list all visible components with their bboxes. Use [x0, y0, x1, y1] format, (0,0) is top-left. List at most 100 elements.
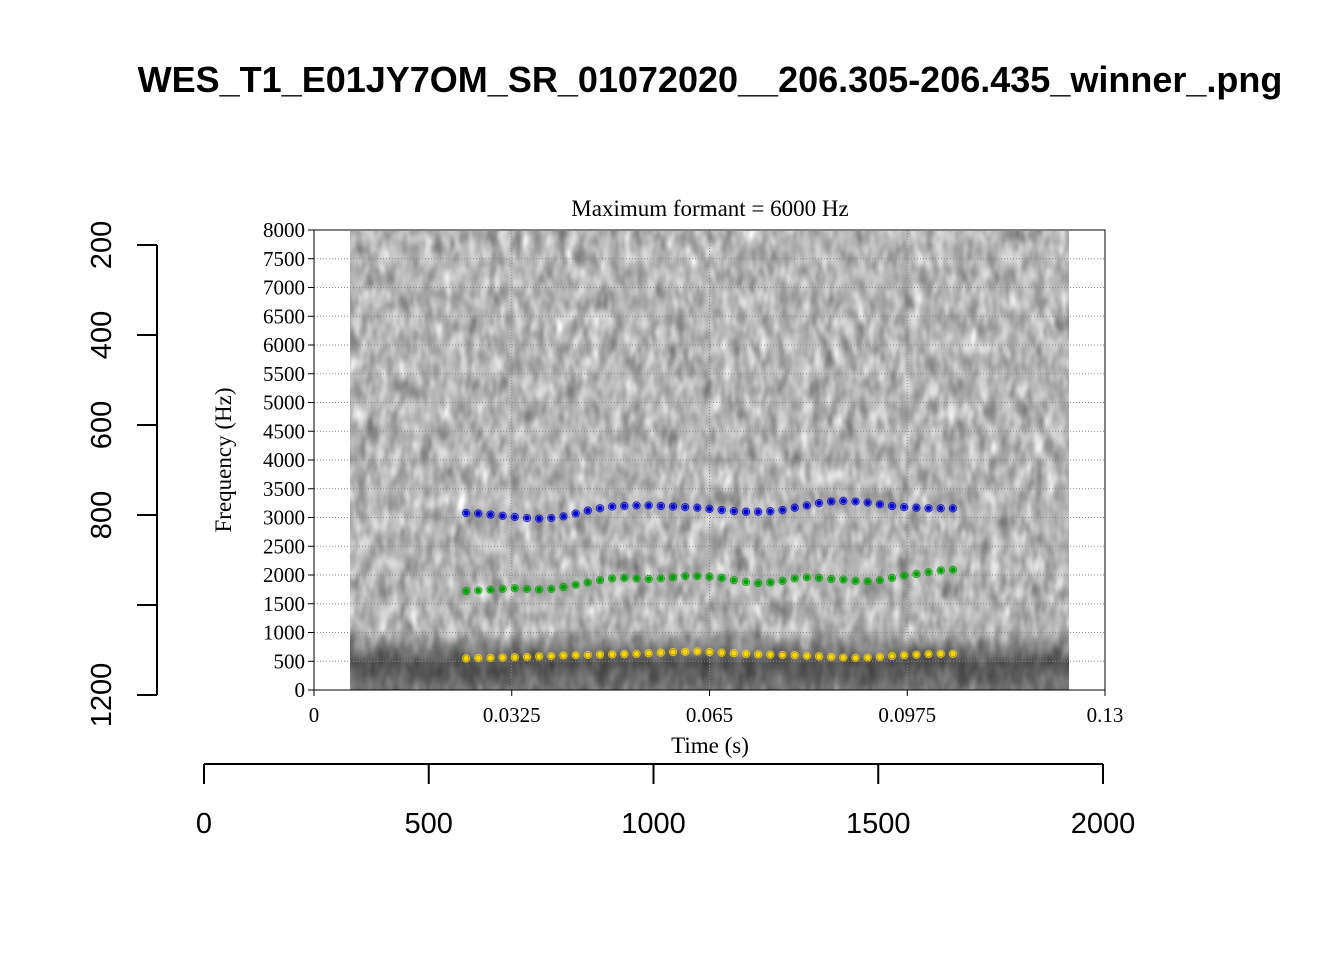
formant-point — [609, 575, 615, 582]
formant-point — [487, 587, 494, 593]
formant-point-ring — [717, 505, 726, 515]
figure-title: WES_T1_E01JY7OM_SR_01072020__206.305-206… — [138, 59, 1283, 100]
formant-point-ring — [534, 652, 544, 661]
formant-series-3 — [461, 496, 958, 523]
formant-point-ring — [693, 647, 702, 656]
formant-point — [792, 505, 798, 511]
formant-point — [792, 652, 798, 658]
formant-point — [585, 579, 591, 586]
formant-point-ring — [522, 584, 532, 594]
formant-point — [670, 574, 676, 580]
formant-point-ring — [839, 496, 848, 506]
outer-x-tick-label: 0 — [196, 808, 212, 840]
formant-point-ring — [753, 507, 763, 516]
formant-point — [500, 586, 506, 592]
x-tick-label: 0.065 — [686, 703, 733, 727]
formant-point-ring — [522, 513, 532, 523]
formant-point-ring — [778, 505, 787, 515]
formant-point — [706, 574, 713, 580]
formant-point — [500, 654, 506, 661]
y-tick-label: 0 — [295, 678, 306, 702]
y-tick-label: 4000 — [263, 448, 305, 472]
y-axis-label: Frequency (Hz) — [211, 388, 236, 533]
formant-point — [621, 503, 627, 509]
formant-point — [865, 578, 871, 584]
formant-point — [512, 514, 518, 520]
formant-point-ring — [486, 585, 495, 594]
formant-point-ring — [729, 649, 739, 658]
formant-point — [487, 655, 494, 661]
formant-point-ring — [814, 573, 824, 583]
formant-point — [840, 498, 846, 504]
formant-point-ring — [632, 574, 641, 583]
formant-point — [901, 572, 907, 579]
formant-point-ring — [887, 501, 897, 511]
outer-x-tick-label: 500 — [405, 808, 453, 840]
formant-point-ring — [644, 501, 653, 510]
formant-point-ring — [522, 652, 532, 662]
y-tick-label: 2500 — [263, 534, 305, 558]
formant-point — [633, 502, 640, 509]
formant-point — [524, 515, 530, 521]
formant-point — [767, 652, 773, 658]
formant-point-ring — [741, 507, 751, 516]
formant-point-ring — [547, 513, 556, 523]
formant-point-ring — [729, 575, 739, 585]
formant-point-ring — [753, 578, 763, 588]
formant-point — [938, 651, 944, 657]
formant-point — [694, 573, 700, 579]
formant-point — [585, 508, 591, 514]
outer-y-tick-label: 200 — [86, 221, 118, 269]
formant-point — [560, 513, 567, 519]
formant-point-ring — [693, 503, 702, 512]
formant-point — [804, 653, 810, 659]
formant-point-ring — [644, 649, 653, 658]
formant-point — [597, 577, 603, 583]
formant-point-ring — [474, 653, 483, 663]
y-tick-label: 8000 — [263, 218, 305, 242]
formant-point — [646, 502, 652, 509]
formant-point — [816, 575, 822, 581]
formant-point-ring — [607, 650, 617, 659]
formant-point — [621, 651, 627, 657]
formant-points — [461, 496, 958, 663]
formant-point — [950, 567, 956, 573]
formant-point-ring — [900, 502, 909, 512]
formant-point-ring — [741, 577, 751, 587]
formant-point — [816, 653, 822, 659]
formant-point — [694, 505, 700, 511]
formant-point-ring — [790, 503, 799, 512]
formant-point-ring — [936, 566, 945, 575]
formant-point-ring — [498, 584, 507, 594]
formant-point — [877, 654, 883, 660]
formant-point-ring — [802, 573, 812, 582]
formant-point — [463, 655, 469, 661]
formant-point-ring — [607, 574, 617, 583]
formant-point — [877, 577, 883, 583]
formant-point — [889, 653, 895, 659]
formant-point-ring — [851, 653, 860, 663]
formant-point — [573, 582, 579, 588]
formant-point-ring — [900, 571, 909, 580]
outer-x-tick-label: 1000 — [621, 808, 686, 840]
formant-point — [925, 651, 932, 657]
formant-point-ring — [705, 647, 714, 657]
y-tick-label: 1000 — [263, 621, 305, 645]
formant-point-ring — [729, 506, 739, 516]
formant-point — [548, 515, 554, 521]
formant-point-ring — [814, 652, 824, 661]
formant-point-ring — [644, 574, 653, 584]
formant-point-ring — [912, 650, 921, 659]
formant-point — [755, 580, 761, 586]
formant-point — [536, 516, 542, 522]
formant-point — [463, 510, 469, 516]
formant-point — [658, 575, 664, 582]
formant-point — [913, 505, 919, 511]
formant-point — [560, 584, 567, 590]
formant-point — [646, 576, 652, 582]
formant-point — [719, 650, 725, 656]
formant-point — [536, 586, 542, 592]
formant-point — [548, 586, 554, 592]
formant-point-ring — [887, 573, 897, 583]
y-tick-label: 1500 — [263, 592, 305, 616]
